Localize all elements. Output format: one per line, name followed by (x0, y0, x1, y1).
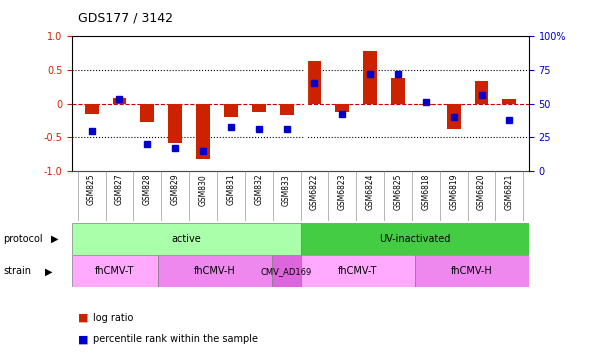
Text: ■: ■ (78, 334, 88, 344)
Bar (252, 104, 266, 112)
Text: GSM833: GSM833 (282, 174, 291, 206)
Text: CMV_AD169: CMV_AD169 (261, 267, 312, 276)
Text: percentile rank within the sample: percentile rank within the sample (93, 334, 258, 344)
Bar (279, 104, 293, 115)
Text: GSM827: GSM827 (115, 174, 124, 206)
Text: GSM828: GSM828 (143, 174, 152, 205)
Text: protocol: protocol (3, 234, 43, 244)
Text: GSM832: GSM832 (254, 174, 263, 206)
Text: GSM825: GSM825 (87, 174, 96, 206)
Bar (391, 78, 405, 104)
Bar (335, 104, 349, 112)
Bar (112, 98, 126, 104)
Text: ▶: ▶ (45, 266, 52, 276)
Text: fhCMV-T: fhCMV-T (338, 266, 377, 276)
FancyBboxPatch shape (415, 255, 529, 287)
Text: fhCMV-H: fhCMV-H (451, 266, 493, 276)
Text: GSM6823: GSM6823 (338, 174, 347, 210)
Text: GSM6819: GSM6819 (449, 174, 458, 210)
Text: GSM6821: GSM6821 (505, 174, 514, 210)
FancyBboxPatch shape (72, 223, 300, 255)
FancyBboxPatch shape (272, 255, 300, 287)
Bar (419, 104, 433, 105)
Bar (308, 61, 322, 104)
Text: log ratio: log ratio (93, 313, 133, 323)
Bar (363, 51, 377, 104)
Bar (141, 104, 154, 122)
Text: fhCMV-T: fhCMV-T (95, 266, 135, 276)
Text: UV-inactivated: UV-inactivated (379, 234, 450, 244)
Text: GSM6820: GSM6820 (477, 174, 486, 210)
Text: GSM830: GSM830 (198, 174, 207, 206)
Text: GSM831: GSM831 (227, 174, 236, 206)
Text: GSM6824: GSM6824 (365, 174, 374, 210)
Bar (502, 99, 516, 104)
FancyBboxPatch shape (300, 255, 415, 287)
FancyBboxPatch shape (157, 255, 272, 287)
FancyBboxPatch shape (72, 255, 157, 287)
Bar (168, 104, 182, 143)
Text: GSM829: GSM829 (171, 174, 180, 206)
FancyBboxPatch shape (300, 223, 529, 255)
Text: GDS177 / 3142: GDS177 / 3142 (78, 12, 173, 25)
Text: ■: ■ (78, 313, 88, 323)
Text: active: active (171, 234, 201, 244)
Text: GSM6822: GSM6822 (310, 174, 319, 210)
Bar (224, 104, 238, 117)
Text: strain: strain (3, 266, 31, 276)
Text: fhCMV-H: fhCMV-H (194, 266, 236, 276)
Text: ▶: ▶ (51, 234, 58, 244)
Bar (475, 81, 489, 104)
Bar (196, 104, 210, 159)
Bar (447, 104, 460, 129)
Text: GSM6825: GSM6825 (394, 174, 403, 210)
Bar (85, 104, 99, 114)
Text: GSM6818: GSM6818 (421, 174, 430, 210)
